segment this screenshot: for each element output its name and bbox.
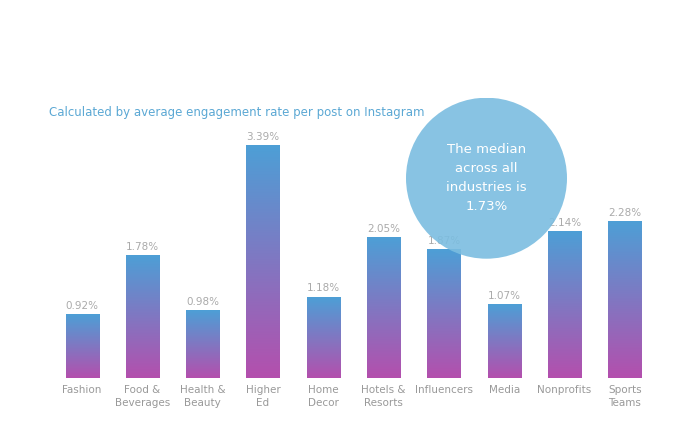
Text: Calculated by average engagement rate per post on Instagram: Calculated by average engagement rate pe… (49, 106, 424, 119)
Text: 0.98%: 0.98% (186, 297, 219, 307)
Ellipse shape (553, 0, 679, 95)
Text: 0.92%: 0.92% (66, 301, 99, 311)
Text: 1.18%: 1.18% (307, 283, 340, 293)
Text: 2.14%: 2.14% (548, 217, 581, 227)
Text: 1.87%: 1.87% (428, 236, 461, 246)
Text: 2.28%: 2.28% (608, 208, 641, 218)
Text: The median
across all
industries is
1.73%: The median across all industries is 1.73… (446, 143, 527, 213)
Ellipse shape (406, 0, 602, 77)
Circle shape (406, 98, 567, 259)
Text: 3.39%: 3.39% (246, 132, 279, 142)
Circle shape (667, 31, 673, 37)
Text: 2.05%: 2.05% (367, 224, 400, 234)
Text: INSTAGRAM ENGAGEMENT: INSTAGRAM ENGAGEMENT (25, 31, 392, 59)
Text: 1.07%: 1.07% (488, 291, 521, 301)
Ellipse shape (497, 34, 651, 154)
Text: 1.78%: 1.78% (126, 242, 159, 252)
